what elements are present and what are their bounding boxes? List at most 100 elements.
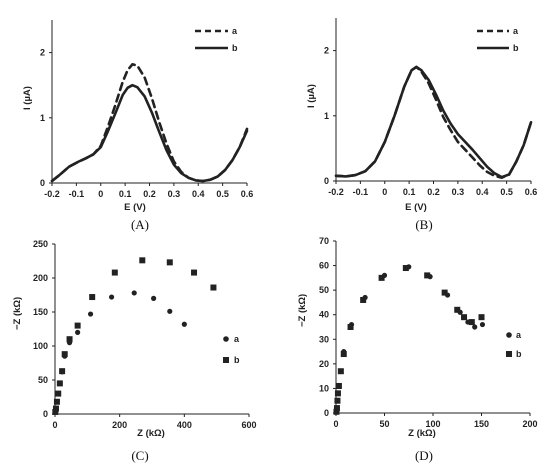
panel-A-xtick-label: 0.6 xyxy=(241,189,254,199)
panel-D-xtick-label: 200 xyxy=(522,419,537,429)
panel-C-ytick-label: 150 xyxy=(33,307,48,317)
panel-C-ytick-label: 0 xyxy=(43,409,48,419)
panel-C-series-b-point xyxy=(59,368,66,375)
panel-B-xlabel: E (V) xyxy=(405,202,427,213)
panel-D-series-b-point xyxy=(468,319,475,326)
panel-C-series-a-point xyxy=(108,294,115,300)
panel-B-caption: (B) xyxy=(415,217,432,232)
panel-C-series-b-point xyxy=(56,380,63,387)
panel-B-ytick-label: 0 xyxy=(324,176,329,186)
panel-D-ytick-label: 10 xyxy=(319,383,329,393)
panel-D-ytick-label: 0 xyxy=(324,408,329,418)
panel-D-ytick-label: 50 xyxy=(319,285,329,295)
panel-B-series-a-line xyxy=(334,65,533,179)
panel-B: -0.2 -0.1 0 0.1 0.2 0.3 0.4 0.5 0.6 0 1 2 I (µA) E … xyxy=(306,18,537,232)
panel-B-xtick-label: 0.4 xyxy=(476,187,489,197)
panel-C-series-b-point xyxy=(52,405,59,412)
panel-C-series-a-point xyxy=(87,311,94,317)
panel-A-xtick-label: 0.2 xyxy=(143,189,156,199)
panel-A-ylabel: I (µA) xyxy=(22,86,33,110)
panel-D-series xyxy=(333,264,486,415)
panel-A-ytick-label: 1 xyxy=(40,113,45,123)
panel-C-ytick-label: 250 xyxy=(33,239,48,249)
panel-D-ylabel: −Z (kΩ) xyxy=(297,294,308,327)
panel-A-xtick-label: 0 xyxy=(98,189,103,199)
panel-C-series-a-point xyxy=(167,308,173,314)
panel-C-series-b-point xyxy=(166,259,173,266)
panel-C-series-b-point xyxy=(210,284,217,291)
panel-A-ytick-label: 2 xyxy=(40,48,45,58)
panel-D-series-b-point xyxy=(478,314,485,321)
panel-C-series-b-point xyxy=(111,269,118,276)
panel-C-xtick-label: 200 xyxy=(112,420,127,430)
panel-A-series xyxy=(50,63,249,183)
panel-C-series-a-point xyxy=(75,329,81,335)
panel-B-ytick-label: 1 xyxy=(324,111,329,121)
panel-D-xtick-label: 150 xyxy=(474,419,489,429)
panel-D-series-b-point xyxy=(461,314,468,321)
panel-A-caption: (A) xyxy=(131,217,149,232)
panel-D-series-b-point xyxy=(334,397,341,404)
panel-D-xtick-label: 100 xyxy=(425,419,440,429)
panel-A-xtick-label: 0.5 xyxy=(216,189,229,199)
panel-C-ytick-label: 50 xyxy=(38,375,48,385)
panel-D-legend-a-label: a xyxy=(516,330,522,340)
panel-C-series-b-point xyxy=(89,294,96,301)
panel-B-series-b-line xyxy=(334,65,533,179)
panel-A-legend-b-label: b xyxy=(232,43,238,53)
panel-A-ytick-label: 0 xyxy=(40,178,45,188)
panel-D-series-b-point xyxy=(333,408,340,415)
panel-B-series xyxy=(334,65,533,179)
panel-A-xtick-label: -0.2 xyxy=(44,189,60,199)
panel-D-legend-b-marker xyxy=(506,351,512,357)
panel-C-xtick-label: 0 xyxy=(52,420,57,430)
panel-C-series-b-point xyxy=(55,390,62,397)
panel-D-ytick-label: 60 xyxy=(319,261,329,271)
panel-B-xtick-label: 0.5 xyxy=(500,187,513,197)
panel-D-xtick-label: 50 xyxy=(379,419,389,429)
panel-D-series-b-point xyxy=(378,274,385,281)
panel-C-series-a-point xyxy=(151,295,157,301)
panel-B-ticks: -0.2 -0.1 0 0.1 0.2 0.3 0.4 0.5 0.6 0 1 2 xyxy=(324,46,537,197)
panel-D-xtick-label: 0 xyxy=(333,419,338,429)
panel-C-xtick-label: 600 xyxy=(241,420,256,430)
panel-C: 0 200 400 600 0 50 100 150 200 250 −Z (kΩ) Z (kΩ)… xyxy=(12,239,257,463)
panel-C-series-b-point xyxy=(52,408,59,415)
panel-C-series-b-point xyxy=(139,257,146,264)
panel-A-ticks: -0.2 -0.1 0 0.1 0.2 0.3 0.4 0.5 0.6 0 1 2 xyxy=(40,48,253,199)
panel-B-legend-b-label: b xyxy=(513,43,519,53)
panel-A-legend-a-label: a xyxy=(232,26,238,36)
panel-B-xtick-label: 0.6 xyxy=(525,187,538,197)
panel-B-xtick-label: -0.1 xyxy=(353,187,369,197)
panel-D-series-b-point xyxy=(454,306,461,313)
panel-C-legend-a-label: a xyxy=(234,334,240,344)
panel-D-ytick-label: 30 xyxy=(319,334,329,344)
panel-A-series-a-line xyxy=(50,63,249,183)
panel-D-series-b-point xyxy=(335,382,342,389)
panel-D-caption: (D) xyxy=(415,448,433,463)
panel-A-xtick-label: 0.1 xyxy=(119,189,132,199)
panel-D-ytick-label: 40 xyxy=(319,310,329,320)
panel-D-series-b-point xyxy=(334,390,341,397)
panel-D-legend-a-marker xyxy=(506,332,512,338)
panel-C-legend-b-marker xyxy=(223,357,229,363)
panel-C-series-b-point xyxy=(53,398,60,405)
panel-C-xlabel: Z (kΩ) xyxy=(137,428,165,439)
panel-B-legend-a-label: a xyxy=(513,26,519,36)
panel-D-series-a-point xyxy=(472,324,478,330)
panel-C-caption: (C) xyxy=(131,448,148,463)
panel-B-xtick-label: 0.1 xyxy=(403,187,416,197)
panel-C-series-a-point xyxy=(181,321,187,327)
panel-B-xtick-label: 0.3 xyxy=(452,187,465,197)
panel-D-xlabel: Z (kΩ) xyxy=(408,428,436,439)
panel-D-series-a-point xyxy=(479,321,486,328)
panel-A-xlabel: E (V) xyxy=(124,202,146,213)
panel-D-series-b-point xyxy=(402,265,409,272)
panel-D-ytick-label: 70 xyxy=(319,236,329,246)
panel-C-series-a-point xyxy=(131,290,137,296)
panel-D-legend-b-label: b xyxy=(516,349,522,359)
panel-C-xtick-label: 400 xyxy=(177,420,192,430)
panel-B-xtick-label: 0 xyxy=(382,187,387,197)
panel-B-ylabel: I (µA) xyxy=(306,84,317,108)
